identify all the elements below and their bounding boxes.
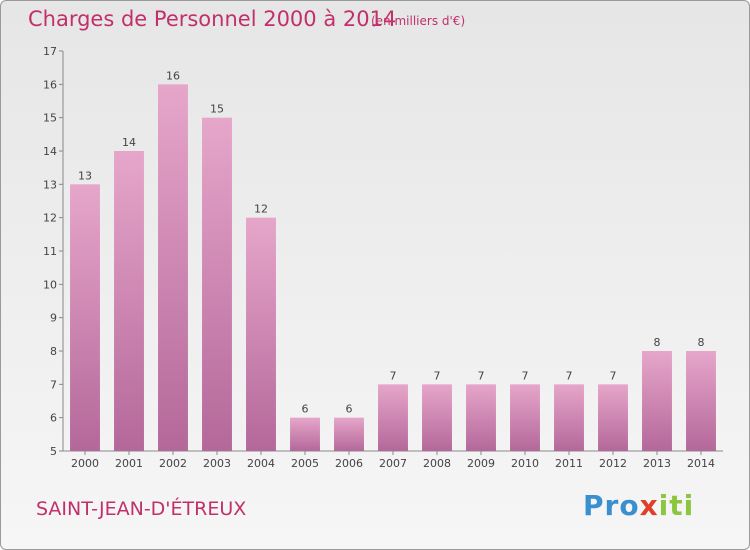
y-tick-label: 11 <box>43 245 57 258</box>
data-label-2008: 7 <box>434 369 441 382</box>
data-label-2011: 7 <box>566 369 573 382</box>
x-tick-label-2012: 2012 <box>599 457 627 470</box>
y-tick-label: 10 <box>43 278 57 291</box>
logo-part-iti: iti <box>658 489 695 522</box>
x-tick-label-2004: 2004 <box>247 457 275 470</box>
x-tick-label-2014: 2014 <box>687 457 715 470</box>
data-label-2004: 12 <box>254 203 268 216</box>
x-tick-label-2001: 2001 <box>115 457 143 470</box>
y-tick-label: 13 <box>43 178 57 191</box>
x-tick-label-2008: 2008 <box>423 457 451 470</box>
x-axis: 2000 2001 2002 2003 2004 2005 2006 2007 2008 2009… <box>63 450 723 470</box>
bar-2001 <box>114 151 144 451</box>
y-tick-label: 7 <box>50 378 57 391</box>
data-label-2005: 6 <box>302 403 309 416</box>
bar-2002 <box>158 84 188 451</box>
data-label-2012: 7 <box>610 369 617 382</box>
logo-part-x: x <box>639 489 659 522</box>
bar-2009 <box>466 384 496 451</box>
bar-2003 <box>202 117 232 452</box>
data-label-2009: 7 <box>478 369 485 382</box>
bar-2011 <box>554 384 584 451</box>
bar-2008 <box>422 384 452 451</box>
y-tick-label: 8 <box>50 345 57 358</box>
proxiti-logo[interactable]: Proxiti <box>583 489 694 522</box>
data-label-2007: 7 <box>390 369 397 382</box>
y-tick-label: 9 <box>50 312 57 325</box>
y-tick-label: 16 <box>43 78 57 91</box>
data-label-2010: 7 <box>522 369 529 382</box>
data-label-2000: 13 <box>78 169 92 182</box>
x-tick-label-2000: 2000 <box>71 457 99 470</box>
bar-2004 <box>246 217 276 451</box>
x-tick-label-2009: 2009 <box>467 457 495 470</box>
bar-2014 <box>686 351 716 451</box>
x-tick-label-2013: 2013 <box>643 457 671 470</box>
y-tick-label: 17 <box>43 45 57 58</box>
y-tick-label: 5 <box>50 445 57 458</box>
y-tick-label: 12 <box>43 212 57 225</box>
bar-2012 <box>598 384 628 451</box>
data-label-2014: 8 <box>698 336 705 349</box>
y-axis: 5 6 7 8 9 10 11 12 13 14 15 16 17 <box>43 45 64 458</box>
bar-2013 <box>642 351 672 451</box>
y-tick-label: 14 <box>43 145 57 158</box>
data-label-2006: 6 <box>346 403 353 416</box>
x-tick-label-2007: 2007 <box>379 457 407 470</box>
data-label-2013: 8 <box>654 336 661 349</box>
x-tick-label-2005: 2005 <box>291 457 319 470</box>
x-tick-label-2002: 2002 <box>159 457 187 470</box>
chart-subtitle: (en milliers d'€) <box>371 14 466 28</box>
bar-2005 <box>290 417 320 451</box>
bar-2006 <box>334 417 364 451</box>
bar-2010 <box>510 384 540 451</box>
bar-2000 <box>70 184 100 452</box>
bar-2007 <box>378 384 408 451</box>
data-label-2001: 14 <box>122 136 136 149</box>
x-tick-label-2011: 2011 <box>555 457 583 470</box>
x-tick-label-2010: 2010 <box>511 457 539 470</box>
y-tick-label: 6 <box>50 412 57 425</box>
x-tick-label-2003: 2003 <box>203 457 231 470</box>
data-label-2002: 16 <box>166 69 180 82</box>
y-tick-label: 15 <box>43 112 57 125</box>
bars: 13 14 16 15 12 6 6 7 7 7 7 7 7 8 8 <box>70 69 716 452</box>
x-tick-label-2006: 2006 <box>335 457 363 470</box>
logo-part-pro: Pro <box>583 489 640 522</box>
data-label-2003: 15 <box>210 103 224 116</box>
chart-title: Charges de Personnel 2000 à 2014 <box>28 7 397 31</box>
place-name: SAINT-JEAN-D'ÉTREUX <box>36 498 247 520</box>
